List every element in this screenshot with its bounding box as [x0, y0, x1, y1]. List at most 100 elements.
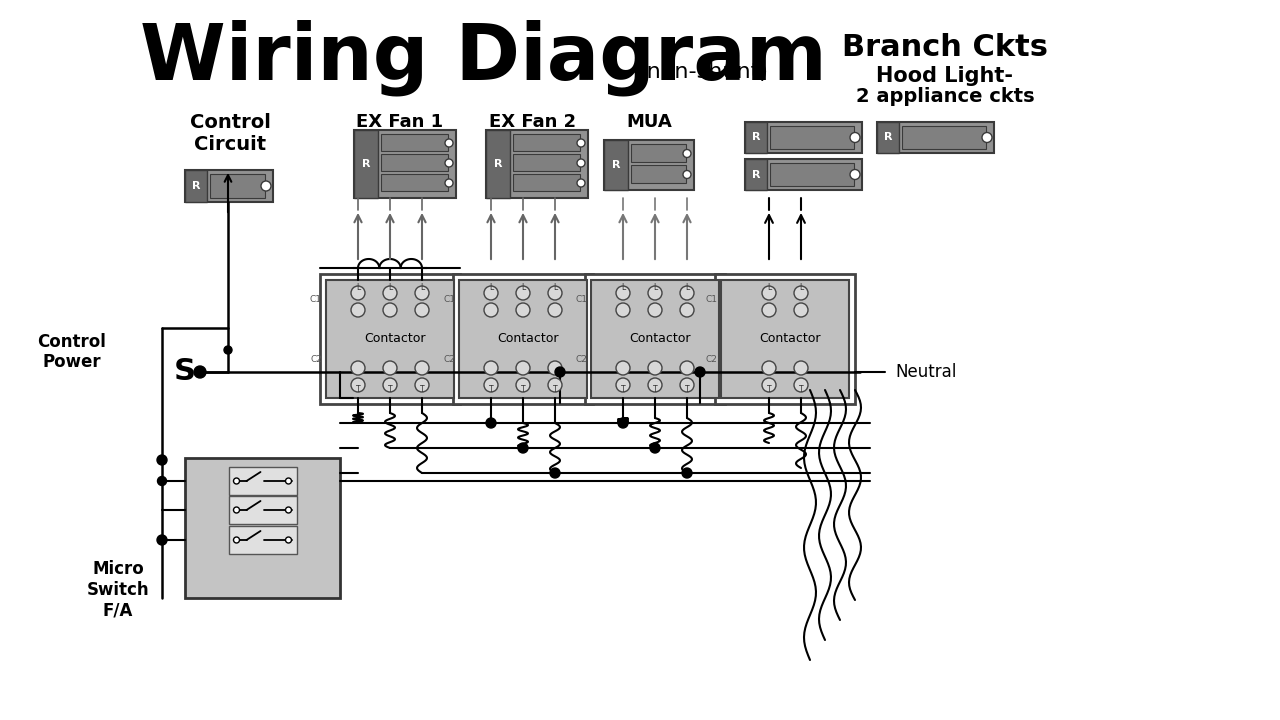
Circle shape — [484, 286, 498, 300]
Text: R: R — [883, 132, 892, 143]
Circle shape — [415, 303, 429, 317]
Circle shape — [616, 378, 630, 392]
Text: L: L — [489, 284, 493, 292]
Bar — [186, 458, 340, 598]
Circle shape — [157, 477, 166, 485]
Text: T: T — [356, 385, 360, 395]
Circle shape — [616, 361, 630, 375]
Bar — [513, 154, 580, 171]
Circle shape — [415, 286, 429, 300]
Circle shape — [351, 303, 365, 317]
Circle shape — [794, 378, 808, 392]
Circle shape — [556, 367, 564, 377]
Circle shape — [415, 378, 429, 392]
Circle shape — [351, 361, 365, 375]
Circle shape — [577, 159, 585, 167]
Circle shape — [794, 303, 808, 317]
Text: T: T — [420, 385, 424, 395]
Text: Contactor: Contactor — [759, 333, 820, 346]
Bar — [513, 174, 580, 191]
Text: T: T — [685, 385, 690, 395]
Text: MUA: MUA — [626, 113, 672, 131]
Bar — [585, 274, 724, 404]
Bar — [460, 280, 588, 398]
Circle shape — [794, 286, 808, 300]
Circle shape — [516, 286, 530, 300]
Circle shape — [548, 378, 562, 392]
Circle shape — [157, 535, 166, 545]
Text: L: L — [621, 284, 625, 292]
Circle shape — [648, 378, 662, 392]
Circle shape — [351, 286, 365, 300]
Circle shape — [648, 361, 662, 375]
Circle shape — [233, 507, 239, 513]
Circle shape — [548, 303, 562, 317]
Circle shape — [684, 150, 691, 158]
Text: L: L — [685, 284, 689, 292]
Text: L: L — [388, 284, 392, 292]
Circle shape — [224, 346, 232, 354]
Circle shape — [648, 303, 662, 317]
Text: C1: C1 — [310, 295, 323, 305]
Circle shape — [484, 303, 498, 317]
Bar — [453, 274, 593, 404]
Bar — [355, 130, 456, 198]
Text: R: R — [362, 159, 370, 169]
Circle shape — [486, 418, 497, 428]
Text: 2 appliance ckts: 2 appliance ckts — [856, 86, 1034, 106]
Text: T: T — [521, 385, 525, 395]
Text: C2: C2 — [705, 356, 717, 364]
Circle shape — [616, 286, 630, 300]
Text: T: T — [489, 385, 493, 395]
Bar — [902, 126, 986, 149]
Circle shape — [982, 132, 992, 143]
Bar — [631, 144, 686, 162]
Text: S: S — [174, 358, 196, 387]
Bar — [745, 122, 767, 153]
Circle shape — [195, 366, 206, 378]
Circle shape — [285, 478, 292, 484]
Text: EX Fan 1: EX Fan 1 — [356, 113, 444, 131]
Circle shape — [383, 303, 397, 317]
Bar — [381, 174, 448, 191]
Text: R: R — [192, 181, 200, 191]
Text: R: R — [494, 159, 502, 169]
Circle shape — [684, 171, 691, 179]
Bar — [604, 140, 628, 190]
Text: Hood Light-: Hood Light- — [877, 66, 1014, 86]
Text: Contactor: Contactor — [497, 333, 559, 346]
Circle shape — [445, 139, 453, 147]
Text: L: L — [356, 284, 360, 292]
Circle shape — [351, 378, 365, 392]
Circle shape — [285, 507, 292, 513]
Bar — [771, 126, 854, 149]
Bar — [186, 170, 273, 202]
Circle shape — [648, 286, 662, 300]
Circle shape — [682, 468, 692, 478]
Circle shape — [484, 378, 498, 392]
Circle shape — [548, 286, 562, 300]
Text: L: L — [799, 284, 803, 292]
Circle shape — [233, 478, 239, 484]
Text: R: R — [751, 132, 760, 143]
Text: L: L — [653, 284, 657, 292]
Circle shape — [285, 537, 292, 543]
Text: EX Fan 2: EX Fan 2 — [489, 113, 576, 131]
Circle shape — [516, 361, 530, 375]
Bar — [381, 134, 448, 151]
Bar — [229, 526, 297, 554]
Text: L: L — [420, 284, 424, 292]
Text: R: R — [751, 169, 760, 179]
Circle shape — [577, 179, 585, 187]
Text: T: T — [621, 385, 626, 395]
Circle shape — [383, 286, 397, 300]
Bar — [229, 496, 297, 524]
Circle shape — [383, 361, 397, 375]
Bar — [716, 274, 855, 404]
Text: Contactor: Contactor — [365, 333, 426, 346]
Text: Control
Circuit: Control Circuit — [189, 113, 270, 154]
Circle shape — [762, 378, 776, 392]
Bar — [381, 154, 448, 171]
Bar — [210, 174, 265, 198]
Bar — [771, 163, 854, 186]
